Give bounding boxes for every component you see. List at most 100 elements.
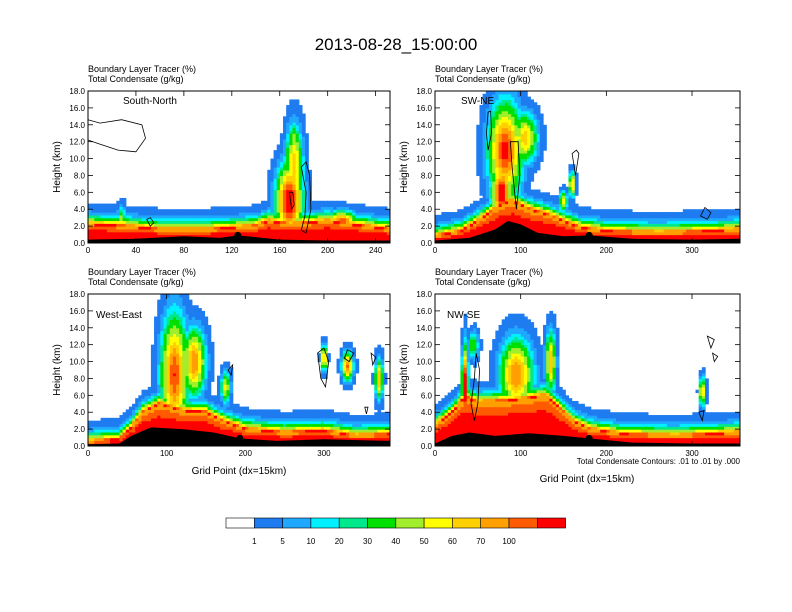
tracer-cell bbox=[154, 223, 158, 227]
tracer-cell bbox=[520, 119, 525, 123]
tracer-cell bbox=[204, 217, 209, 222]
tracer-cell bbox=[97, 214, 102, 219]
tracer-cell bbox=[298, 167, 303, 171]
x-tick-label: 240 bbox=[369, 246, 383, 255]
tracer-cell bbox=[511, 220, 516, 224]
tracer-cell bbox=[251, 231, 256, 236]
tracer-cell bbox=[489, 147, 493, 151]
tracer-cell bbox=[527, 212, 531, 216]
tracer-cell bbox=[295, 214, 300, 219]
tracer-cell bbox=[103, 206, 108, 210]
tracer-cell bbox=[441, 223, 446, 227]
tracer-cell bbox=[138, 409, 143, 413]
tracer-cell bbox=[514, 152, 519, 157]
tracer-cell bbox=[736, 209, 740, 213]
tracer-cell bbox=[110, 420, 114, 425]
tracer-cell bbox=[308, 169, 312, 174]
tracer-cell bbox=[492, 110, 496, 115]
tracer-cell bbox=[463, 206, 468, 210]
tracer-cell bbox=[279, 195, 284, 199]
tracer-cell bbox=[571, 164, 576, 168]
tracer-cell bbox=[720, 228, 725, 233]
tracer-cell bbox=[169, 395, 174, 399]
tracer-cell bbox=[523, 141, 528, 146]
tracer-cell bbox=[295, 116, 300, 120]
tracer-cell bbox=[482, 152, 487, 157]
tracer-cell bbox=[517, 203, 522, 207]
tracer-cell bbox=[188, 361, 193, 365]
tracer-cell bbox=[492, 178, 496, 182]
tracer-cell bbox=[157, 209, 161, 213]
tracer-cell bbox=[317, 223, 322, 227]
tracer-cell bbox=[270, 234, 275, 238]
tracer-cell bbox=[558, 203, 563, 207]
tracer-cell bbox=[673, 226, 678, 230]
tracer-cell bbox=[169, 223, 174, 227]
tracer-cell bbox=[301, 214, 306, 219]
tracer-cell bbox=[469, 231, 474, 236]
tracer-cell bbox=[501, 175, 506, 179]
tracer-cell bbox=[590, 220, 595, 224]
tracer-cell bbox=[301, 138, 306, 143]
tracer-cell bbox=[135, 426, 139, 430]
tracer-cell bbox=[125, 409, 130, 413]
tracer-cell bbox=[254, 217, 259, 222]
tracer-cell bbox=[635, 226, 639, 230]
tracer-cell bbox=[342, 226, 347, 230]
tracer-cell bbox=[520, 172, 525, 177]
tracer-cell bbox=[489, 169, 493, 174]
tracer-cell bbox=[201, 415, 205, 419]
tracer-cell bbox=[584, 206, 589, 210]
tracer-cell bbox=[194, 372, 199, 377]
tracer-cell bbox=[476, 141, 481, 146]
tracer-cell bbox=[581, 206, 585, 210]
tracer-cell bbox=[276, 169, 281, 174]
tracer-cell bbox=[663, 237, 668, 241]
tracer-cell bbox=[520, 144, 525, 148]
tracer-cell bbox=[730, 223, 735, 227]
tracer-cell bbox=[239, 220, 243, 224]
tracer-cell bbox=[460, 220, 465, 224]
tracer-cell bbox=[333, 237, 338, 241]
tracer-cell bbox=[647, 214, 652, 219]
tracer-cell bbox=[514, 133, 519, 137]
tracer-cell bbox=[489, 91, 493, 95]
tracer-cell bbox=[530, 158, 535, 162]
tracer-cell bbox=[492, 167, 496, 171]
tracer-cell bbox=[342, 231, 347, 236]
tracer-cell bbox=[166, 350, 171, 354]
tracer-cell bbox=[520, 197, 525, 202]
tracer-cell bbox=[527, 113, 531, 117]
tracer-cell bbox=[386, 220, 390, 224]
tracer-cell bbox=[122, 231, 127, 236]
tracer-cell bbox=[286, 121, 290, 126]
tracer-cell bbox=[473, 220, 477, 224]
tracer-cell bbox=[523, 93, 528, 98]
tracer-cell bbox=[191, 395, 196, 399]
condensate-contour bbox=[288, 191, 295, 211]
tracer-cell bbox=[539, 192, 544, 196]
tracer-cell bbox=[160, 220, 165, 224]
tracer-cell bbox=[720, 217, 725, 222]
tracer-cell bbox=[301, 172, 306, 177]
tracer-cell bbox=[511, 195, 516, 199]
tracer-cell bbox=[508, 217, 512, 222]
tracer-cell bbox=[330, 234, 334, 238]
tracer-cell bbox=[533, 217, 538, 222]
tracer-cell bbox=[188, 324, 193, 329]
tracer-cell bbox=[457, 212, 462, 216]
tracer-cell bbox=[568, 169, 573, 174]
tracer-cell bbox=[460, 231, 465, 236]
tracer-cell bbox=[501, 121, 506, 126]
tracer-cell bbox=[157, 231, 161, 236]
tracer-cell bbox=[169, 310, 174, 315]
tracer-cell bbox=[279, 183, 284, 188]
tracer-cell bbox=[204, 406, 209, 410]
tracer-cell bbox=[110, 206, 114, 210]
tracer-cell bbox=[625, 228, 630, 233]
tracer-cell bbox=[198, 231, 202, 236]
tracer-cell bbox=[97, 226, 102, 230]
tracer-cell bbox=[179, 344, 183, 349]
tracer-cell bbox=[479, 209, 484, 213]
tracer-cell bbox=[119, 426, 124, 430]
